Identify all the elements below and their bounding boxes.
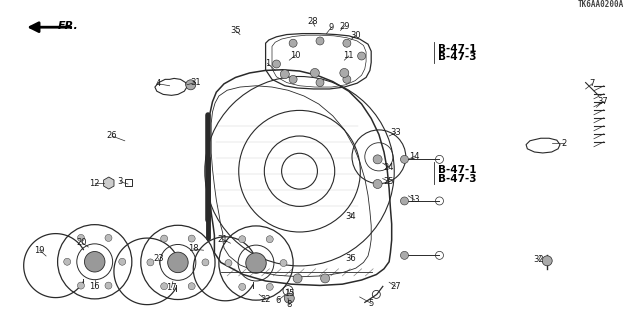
Text: B-47-1: B-47-1 [438, 164, 477, 175]
Circle shape [188, 283, 195, 290]
Text: FR.: FR. [58, 21, 78, 31]
Circle shape [401, 156, 408, 163]
Polygon shape [104, 177, 114, 189]
Circle shape [289, 39, 297, 47]
Text: 30: 30 [350, 31, 360, 40]
Circle shape [188, 235, 195, 242]
Text: 14: 14 [410, 152, 420, 161]
Text: 3: 3 [118, 177, 123, 186]
Circle shape [77, 235, 84, 241]
Circle shape [289, 76, 297, 83]
Text: TK6AA0200A: TK6AA0200A [578, 0, 624, 9]
Circle shape [284, 293, 294, 303]
Text: 36: 36 [346, 254, 356, 263]
Circle shape [310, 68, 319, 77]
Text: 11: 11 [344, 52, 354, 60]
Circle shape [542, 256, 552, 266]
Circle shape [401, 197, 408, 205]
Text: 5: 5 [369, 299, 374, 308]
Text: 20: 20 [77, 238, 87, 247]
Bar [125, 179, 131, 186]
Text: 7: 7 [589, 79, 595, 88]
Text: 18: 18 [188, 244, 198, 253]
Circle shape [186, 80, 196, 90]
Circle shape [105, 282, 112, 289]
Text: 13: 13 [410, 196, 420, 204]
Text: 27: 27 [390, 282, 401, 291]
Circle shape [266, 284, 273, 290]
Text: 17: 17 [166, 283, 177, 292]
Text: 19: 19 [35, 246, 45, 255]
Text: 12: 12 [90, 179, 100, 188]
Text: 32: 32 [534, 255, 544, 264]
Text: 29: 29 [339, 22, 349, 31]
Text: 6: 6 [276, 296, 281, 305]
Circle shape [64, 258, 70, 265]
Text: 35: 35 [230, 26, 241, 35]
Text: 8: 8 [287, 300, 292, 309]
Circle shape [202, 259, 209, 266]
Text: 4: 4 [156, 79, 161, 88]
Circle shape [316, 78, 324, 86]
Circle shape [280, 260, 287, 267]
Circle shape [321, 274, 330, 283]
Circle shape [316, 37, 324, 45]
Text: 15: 15 [284, 289, 294, 298]
Text: B-47-3: B-47-3 [438, 173, 477, 184]
Text: 33: 33 [390, 128, 401, 137]
Text: 31: 31 [190, 78, 200, 87]
Circle shape [239, 236, 246, 243]
Circle shape [147, 259, 154, 266]
Circle shape [401, 252, 408, 259]
Circle shape [266, 236, 273, 243]
Circle shape [343, 76, 351, 83]
Text: 34: 34 [346, 212, 356, 221]
Text: 2: 2 [562, 139, 567, 148]
Text: 24: 24 [384, 163, 394, 172]
Text: 26: 26 [107, 132, 117, 140]
Circle shape [239, 284, 246, 290]
Circle shape [119, 258, 125, 265]
Circle shape [161, 283, 168, 290]
Text: 1: 1 [265, 59, 270, 68]
Circle shape [373, 155, 382, 164]
Circle shape [161, 235, 168, 242]
Text: 10: 10 [291, 51, 301, 60]
Text: 37: 37 [598, 97, 608, 106]
Circle shape [373, 180, 382, 188]
Circle shape [246, 253, 266, 273]
Text: 9: 9 [329, 23, 334, 32]
Circle shape [168, 252, 188, 273]
Circle shape [340, 68, 349, 77]
Text: 25: 25 [384, 177, 394, 186]
Circle shape [343, 39, 351, 47]
Text: B-47-3: B-47-3 [438, 52, 477, 62]
Text: 23: 23 [154, 254, 164, 263]
Circle shape [84, 252, 105, 272]
Text: B-47-1: B-47-1 [438, 44, 477, 54]
Circle shape [358, 52, 365, 60]
Text: 16: 16 [90, 282, 100, 291]
Circle shape [273, 60, 280, 68]
Text: 28: 28 [307, 17, 317, 26]
Circle shape [225, 260, 232, 267]
Circle shape [77, 282, 84, 289]
Circle shape [293, 274, 302, 283]
Circle shape [105, 235, 112, 241]
Circle shape [280, 70, 289, 79]
Text: 21: 21 [218, 235, 228, 244]
Text: 22: 22 [260, 295, 271, 304]
